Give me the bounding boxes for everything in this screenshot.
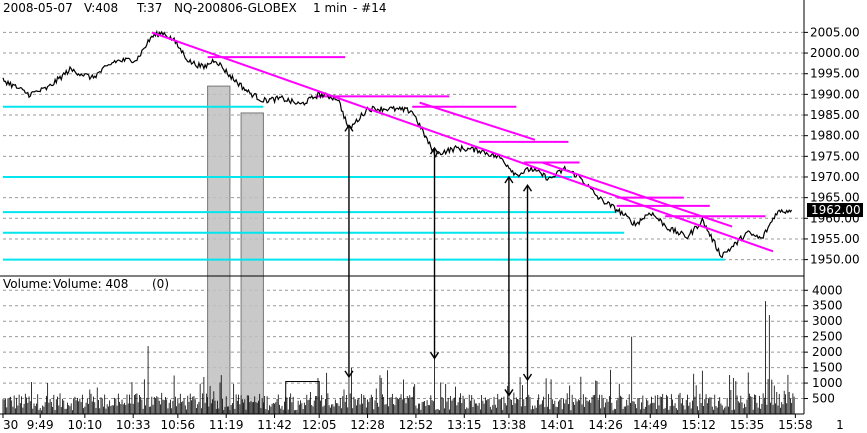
arrow-head-down: [344, 370, 354, 379]
time-tick-label: 13:38: [492, 418, 527, 432]
horizontal-lines: [3, 56, 766, 261]
trendline: [419, 101, 536, 141]
price-tick-label: 1995.00: [810, 67, 860, 81]
volume-tick-label: 2000: [812, 345, 843, 359]
last-price-badge: [807, 203, 863, 218]
shaded-bar: [240, 112, 264, 415]
arrow-head-down: [504, 389, 514, 397]
volume-tick-label: 3500: [812, 299, 843, 313]
volume-tick-label: 3000: [812, 314, 843, 328]
price-series: [2, 29, 793, 259]
time-tick-label: 30: [3, 418, 18, 432]
price-tick-label: 1990.00: [810, 87, 860, 101]
price-tick-label: 1985.00: [810, 108, 860, 122]
volume-tick-label: 2500: [812, 330, 843, 344]
last-price-label: 1962.00: [811, 203, 861, 217]
arrow-head-up: [522, 183, 533, 192]
price-tick-label: 1965.00: [810, 191, 860, 205]
time-tick-label: 11:19: [209, 418, 244, 432]
price-tick-label: 1955.00: [810, 232, 860, 246]
header-instrument: NQ-200806-GLOBEX: [174, 1, 297, 15]
volume-tick-label: 4000: [812, 283, 843, 297]
time-tick-label: 10:10: [68, 418, 103, 432]
header-volume: V:408: [84, 1, 118, 15]
volume-bars: [2, 293, 795, 415]
arrow-head-down: [429, 351, 440, 360]
price-tick-label: 1950.00: [810, 253, 860, 267]
arrows: [344, 124, 533, 397]
price-line: [2, 29, 793, 259]
arrow-head-up: [429, 146, 440, 155]
header-suffix: - #14: [353, 1, 386, 15]
time-tick-label: 14:49: [633, 418, 668, 432]
arrow-head-up: [504, 175, 514, 184]
volume-tick-label: 1000: [812, 376, 843, 390]
price-tick-label: 1975.00: [810, 149, 860, 163]
time-tick-label: 15:58: [778, 418, 813, 432]
header-date: 2008-05-07: [3, 1, 73, 15]
time-tick-label: 10:33: [116, 418, 151, 432]
header-interval: 1 min: [313, 1, 347, 15]
price-tick-label: 2000.00: [810, 46, 860, 60]
volume-tick-label: 500: [812, 392, 835, 406]
time-tick-label: 14:01: [540, 418, 575, 432]
volume-paren: (0): [152, 277, 169, 291]
price-tick-label: 1970.00: [810, 170, 860, 184]
arrow-head-up: [344, 124, 354, 132]
time-tick-label: 12:05: [302, 418, 337, 432]
time-tick-label: 9:49: [27, 418, 54, 432]
time-tick-label: 11:42: [257, 418, 292, 432]
time-tick-label: 1: [836, 418, 844, 432]
header-ticks: T:37: [136, 1, 162, 15]
shaded-bar: [207, 85, 231, 415]
grid: [3, 31, 804, 400]
time-tick-label: 12:28: [350, 418, 385, 432]
trendline: [542, 161, 733, 228]
volume-panel-label: Volume:: [3, 277, 52, 291]
volume-tick-label: 1500: [812, 361, 843, 375]
trendline: [151, 31, 774, 253]
trendlines: [151, 31, 774, 253]
price-tick-label: 1980.00: [810, 129, 860, 143]
time-tick-label: 12:52: [399, 418, 434, 432]
price-tick-label: 2005.00: [810, 25, 860, 39]
time-tick-label: 13:15: [447, 418, 482, 432]
time-tick-label: 15:35: [730, 418, 765, 432]
time-tick-label: 10:56: [161, 418, 196, 432]
volume-series-label: Volume: 408: [53, 277, 128, 291]
shaded-bars: [207, 85, 264, 415]
arrow-head-down: [522, 373, 533, 382]
time-tick-label: 15:12: [681, 418, 716, 432]
time-tick-label: 14:26: [588, 418, 623, 432]
